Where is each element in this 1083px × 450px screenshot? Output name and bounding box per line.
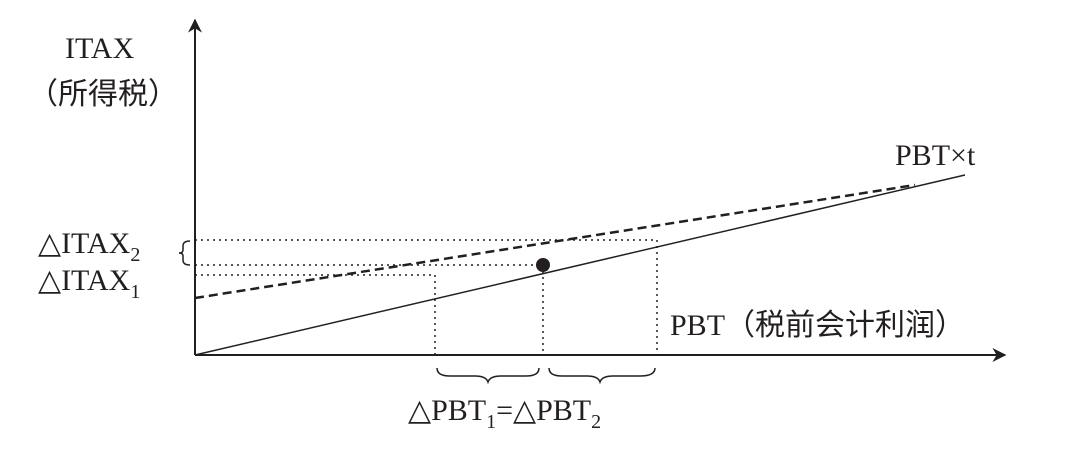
part-text: =△PBT bbox=[496, 394, 591, 427]
y-axis-label-cn: （所得税） bbox=[28, 78, 178, 111]
x-axis-label: PBT（税前会计利润） bbox=[670, 309, 965, 342]
line-label: PBT×t bbox=[895, 139, 976, 172]
delta-itax-2: △ITAX2 bbox=[38, 227, 140, 266]
delta-pbt-equation: △PBT1=△PBT2 bbox=[408, 394, 601, 433]
dotted-guides bbox=[195, 239, 658, 355]
label-text: △ITAX bbox=[38, 264, 131, 297]
part-text: △PBT bbox=[408, 394, 486, 427]
label-sub: 1 bbox=[130, 281, 140, 303]
braces bbox=[178, 240, 656, 385]
y-axis-label: ITAX bbox=[65, 32, 135, 65]
dashed-line bbox=[194, 183, 916, 300]
label-text: △ITAX bbox=[38, 227, 131, 260]
delta-itax-1: △ITAX1 bbox=[38, 264, 140, 303]
part-sub: 2 bbox=[591, 411, 601, 433]
solid-line bbox=[194, 174, 966, 356]
part-sub: 1 bbox=[486, 411, 496, 433]
label-sub: 2 bbox=[130, 244, 140, 266]
